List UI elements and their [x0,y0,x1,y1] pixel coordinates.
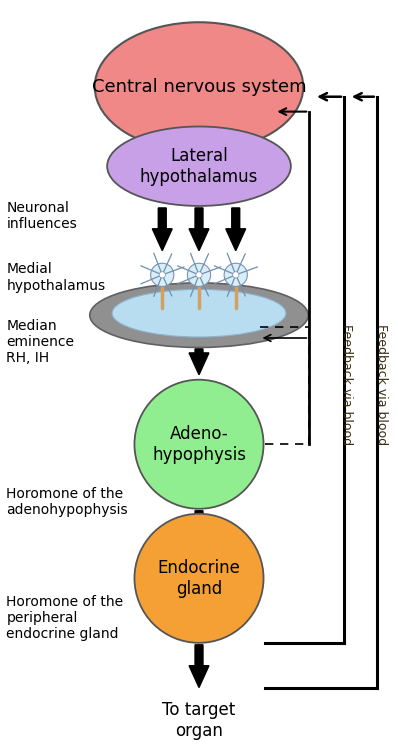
Text: Central nervous system: Central nervous system [92,78,306,95]
FancyArrow shape [189,208,209,251]
FancyArrow shape [152,208,172,251]
Ellipse shape [90,283,308,348]
Circle shape [135,380,263,509]
Text: Median
eminence
RH, IH: Median eminence RH, IH [6,319,74,366]
Circle shape [150,263,174,286]
Circle shape [224,263,248,286]
Circle shape [196,272,202,278]
Ellipse shape [112,289,286,337]
Text: Horomone of the
peripheral
endocrine gland: Horomone of the peripheral endocrine gla… [6,595,123,642]
Text: Adeno-
hypophysis: Adeno- hypophysis [152,425,246,464]
FancyArrow shape [189,645,209,688]
Ellipse shape [107,127,291,206]
FancyArrow shape [189,349,209,374]
Text: Medial
hypothalamus: Medial hypothalamus [6,263,105,292]
Text: Horomone of the
adenohypophysis: Horomone of the adenohypophysis [6,486,128,517]
Text: Endocrine
gland: Endocrine gland [158,559,240,598]
FancyArrow shape [226,208,246,251]
Circle shape [135,514,263,643]
Text: Lateral
hypothalamus: Lateral hypothalamus [140,147,258,186]
Text: Feedback via blood: Feedback via blood [340,324,353,445]
Circle shape [159,272,165,278]
Circle shape [233,272,239,278]
Ellipse shape [95,22,303,151]
Text: To target
organ: To target organ [162,701,236,740]
Text: Neuronal
influences: Neuronal influences [6,201,77,231]
FancyArrow shape [189,511,209,539]
Text: Feedback via blood: Feedback via blood [375,324,388,445]
Circle shape [187,263,211,286]
